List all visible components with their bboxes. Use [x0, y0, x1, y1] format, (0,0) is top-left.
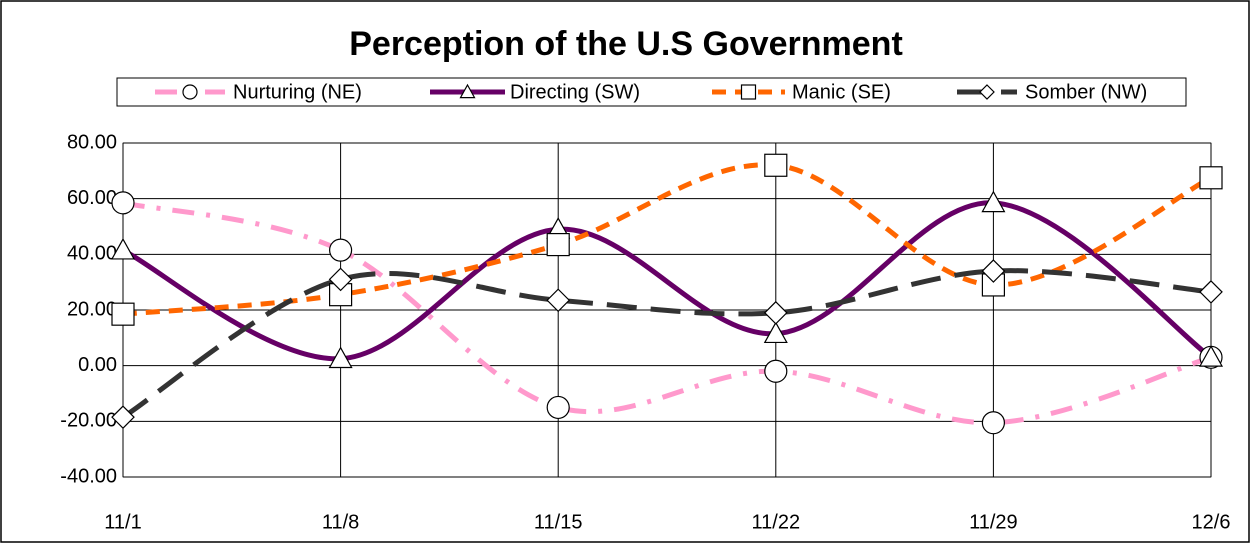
- x-tick-label: 11/29: [969, 511, 1018, 533]
- x-tick-label: 11/15: [534, 511, 583, 533]
- marker: [981, 259, 1006, 283]
- marker: [546, 288, 571, 313]
- marker: [328, 267, 353, 292]
- marker: [111, 302, 135, 326]
- y-tick-label: -40.00: [60, 465, 117, 487]
- marker: [459, 83, 476, 99]
- marker: [1199, 280, 1223, 304]
- marker: [1199, 166, 1223, 190]
- y-tick-label: 20.00: [67, 298, 117, 320]
- x-tick-label: 11/1: [104, 511, 141, 533]
- marker: [111, 191, 135, 215]
- chart-title: Perception of the U.S Government: [349, 25, 903, 63]
- marker: [740, 84, 757, 100]
- marker: [111, 405, 135, 430]
- marker: [1198, 345, 1224, 367]
- y-tick-label: 40.00: [67, 243, 117, 265]
- x-tick-label: 12/6: [1192, 511, 1231, 533]
- series-line: [122, 200, 1212, 426]
- y-tick-label: 60.00: [67, 187, 117, 209]
- series-line: [121, 200, 1213, 362]
- y-tick-label: 0.00: [78, 354, 117, 376]
- marker: [979, 84, 995, 100]
- marker: [546, 395, 570, 420]
- legend-label: Nurturing (NE): [233, 81, 362, 103]
- marker: [981, 190, 1006, 213]
- series-line: [121, 268, 1212, 420]
- x-tick-label: 11/8: [322, 511, 359, 533]
- legend-label: Directing (SW): [510, 81, 640, 103]
- legend-label: Manic (SE): [792, 81, 891, 103]
- marker: [110, 237, 136, 260]
- marker: [329, 238, 353, 262]
- series-line: [122, 162, 1213, 317]
- y-tick-label: -20.00: [60, 410, 117, 432]
- marker: [763, 300, 788, 325]
- legend-label: Somber (NW): [1025, 81, 1147, 103]
- marker: [546, 232, 570, 257]
- y-tick-label: 80.00: [67, 131, 117, 153]
- x-tick-label: 11/22: [752, 511, 801, 533]
- marker: [763, 321, 788, 344]
- marker: [764, 359, 788, 383]
- marker: [328, 346, 353, 369]
- marker: [981, 411, 1006, 435]
- marker: [182, 84, 198, 100]
- marker: [764, 153, 788, 177]
